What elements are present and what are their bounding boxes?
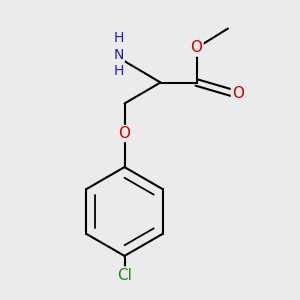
- Text: H
N
H: H N H: [113, 32, 124, 78]
- Text: Cl: Cl: [117, 268, 132, 283]
- Text: O: O: [190, 40, 202, 56]
- Text: O: O: [232, 85, 244, 100]
- Text: O: O: [118, 126, 130, 141]
